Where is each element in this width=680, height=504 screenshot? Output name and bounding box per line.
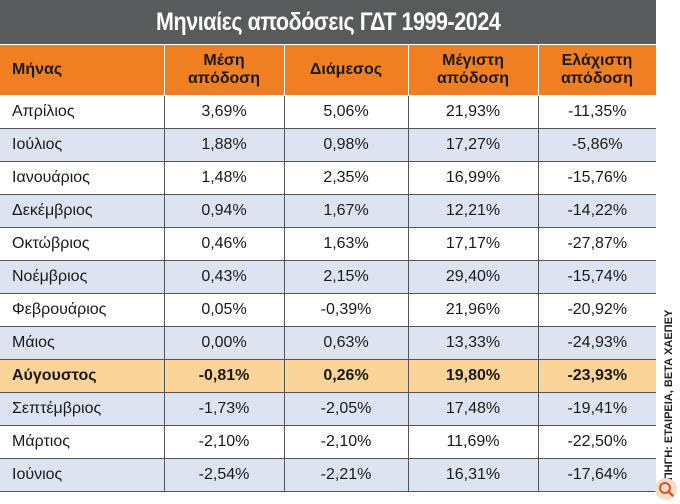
table-row: Απρίλιος 3,69% 5,06% 21,93% -11,35%: [0, 95, 656, 129]
cell-mean: 1,48%: [163, 161, 284, 195]
table-row: Μάιος 0,00% 0,63% 13,33% -24,93%: [0, 326, 656, 360]
cell-min: -27,87%: [537, 227, 656, 261]
cell-min: -14,22%: [537, 194, 656, 228]
cell-min: -15,76%: [537, 161, 656, 195]
cell-median: 0,26%: [283, 359, 408, 393]
table-title: Μηνιαίες αποδόσεις ΓΔΤ 1999-2024: [0, 0, 656, 44]
cell-month: Αύγουστος: [0, 359, 164, 393]
cell-max: 16,99%: [407, 161, 538, 195]
cell-mean: 0,00%: [163, 326, 284, 360]
cell-median: -0,39%: [283, 293, 408, 327]
source-text: ΠΗΓΗ: ΕΤΑΙΡΕΙΑ, ΒΕΤΑ ΧΑΕΠΕΥ: [663, 309, 675, 481]
cell-mean: 0,94%: [163, 194, 284, 228]
cell-month: Ιούλιος: [0, 128, 164, 162]
cell-month: Φεβρουάριος: [0, 293, 164, 327]
cell-median: 1,63%: [283, 227, 408, 261]
cell-max: 13,33%: [407, 326, 538, 360]
cell-max: 17,17%: [407, 227, 538, 261]
table-row: Δεκέμβριος 0,94% 1,67% 12,21% -14,22%: [0, 194, 656, 228]
cell-min: -5,86%: [537, 128, 656, 162]
cell-max: 21,96%: [407, 293, 538, 327]
header-mean: Μέση απόδοση: [163, 44, 285, 96]
cell-mean: -1,73%: [163, 392, 284, 426]
cell-median: -2,21%: [283, 458, 408, 492]
header-min: Ελάχιστη απόδοση: [537, 44, 657, 96]
cell-min: -24,93%: [537, 326, 656, 360]
cell-max: 16,31%: [407, 458, 538, 492]
cell-mean: 0,46%: [163, 227, 284, 261]
table-row: Ιανουάριος 1,48% 2,35% 16,99% -15,76%: [0, 161, 656, 195]
table-row: Φεβρουάριος 0,05% -0,39% 21,96% -20,92%: [0, 293, 656, 327]
cell-min: -15,74%: [537, 260, 656, 294]
header-month: Μήνας: [0, 44, 165, 96]
cell-max: 29,40%: [407, 260, 538, 294]
cell-median: 0,98%: [283, 128, 408, 162]
cell-min: -19,41%: [537, 392, 656, 426]
table-row: Νοέμβριος 0,43% 2,15% 29,40% -15,74%: [0, 260, 656, 294]
header-median: Διάμεσος: [283, 44, 409, 96]
cell-mean: -2,10%: [163, 425, 284, 459]
returns-table-graphic: Μηνιαίες αποδόσεις ΓΔΤ 1999-2024 Μήνας Μ…: [0, 0, 657, 492]
table-row: Οκτώβριος 0,46% 1,63% 17,17% -27,87%: [0, 227, 656, 261]
header-max: Μέγιστη απόδοση: [407, 44, 539, 96]
cell-month: Δεκέμβριος: [0, 194, 164, 228]
cell-min: -17,64%: [537, 458, 656, 492]
cell-month: Μάιος: [0, 326, 164, 360]
cell-median: 1,67%: [283, 194, 408, 228]
cell-median: 2,35%: [283, 161, 408, 195]
cell-median: 0,63%: [283, 326, 408, 360]
cell-month: Οκτώβριος: [0, 227, 164, 261]
cell-max: 17,27%: [407, 128, 538, 162]
cell-min: -11,35%: [537, 95, 656, 129]
cell-mean: -0,81%: [163, 359, 284, 393]
cell-mean: -2,54%: [163, 458, 284, 492]
cell-min: -20,92%: [537, 293, 656, 327]
cell-median: -2,05%: [283, 392, 408, 426]
cell-median: 2,15%: [283, 260, 408, 294]
cell-max: 17,48%: [407, 392, 538, 426]
cell-max: 19,80%: [407, 359, 538, 393]
cell-month: Απρίλιος: [0, 95, 164, 129]
header-row: Μήνας Μέση απόδοση Διάμεσος Μέγιστη απόδοσ…: [0, 44, 657, 96]
cell-min: -22,50%: [537, 425, 656, 459]
cell-mean: 0,05%: [163, 293, 284, 327]
cell-mean: 3,69%: [163, 95, 284, 129]
cell-median: -2,10%: [283, 425, 408, 459]
cell-month: Ιούνιος: [0, 458, 164, 492]
table-row: Ιούνιος -2,54% -2,21% 16,31% -17,64%: [0, 458, 656, 492]
source-credit: ΠΗΓΗ: ΕΤΑΙΡΕΙΑ, ΒΕΤΑ ΧΑΕΠΕΥ: [658, 310, 680, 481]
table-row: Μάρτιος -2,10% -2,10% 11,69% -22,50%: [0, 425, 656, 459]
table-row: Ιούλιος 1,88% 0,98% 17,27% -5,86%: [0, 128, 656, 162]
monthly-returns-table: Μήνας Μέση απόδοση Διάμεσος Μέγιστη απόδοσ…: [0, 44, 657, 492]
cell-max: 11,69%: [407, 425, 538, 459]
table-row-highlighted: Αύγουστος -0,81% 0,26% 19,80% -23,93%: [0, 359, 656, 393]
table-row: Σεπτέμβριος -1,73% -2,05% 17,48% -19,41%: [0, 392, 656, 426]
cell-median: 5,06%: [283, 95, 408, 129]
cell-max: 12,21%: [407, 194, 538, 228]
cell-min: -23,93%: [537, 359, 656, 393]
publisher-logo-icon: [655, 478, 677, 500]
cell-month: Μάρτιος: [0, 425, 164, 459]
cell-month: Ιανουάριος: [0, 161, 164, 195]
cell-max: 21,93%: [407, 95, 538, 129]
cell-month: Σεπτέμβριος: [0, 392, 164, 426]
cell-mean: 0,43%: [163, 260, 284, 294]
cell-mean: 1,88%: [163, 128, 284, 162]
cell-month: Νοέμβριος: [0, 260, 164, 294]
